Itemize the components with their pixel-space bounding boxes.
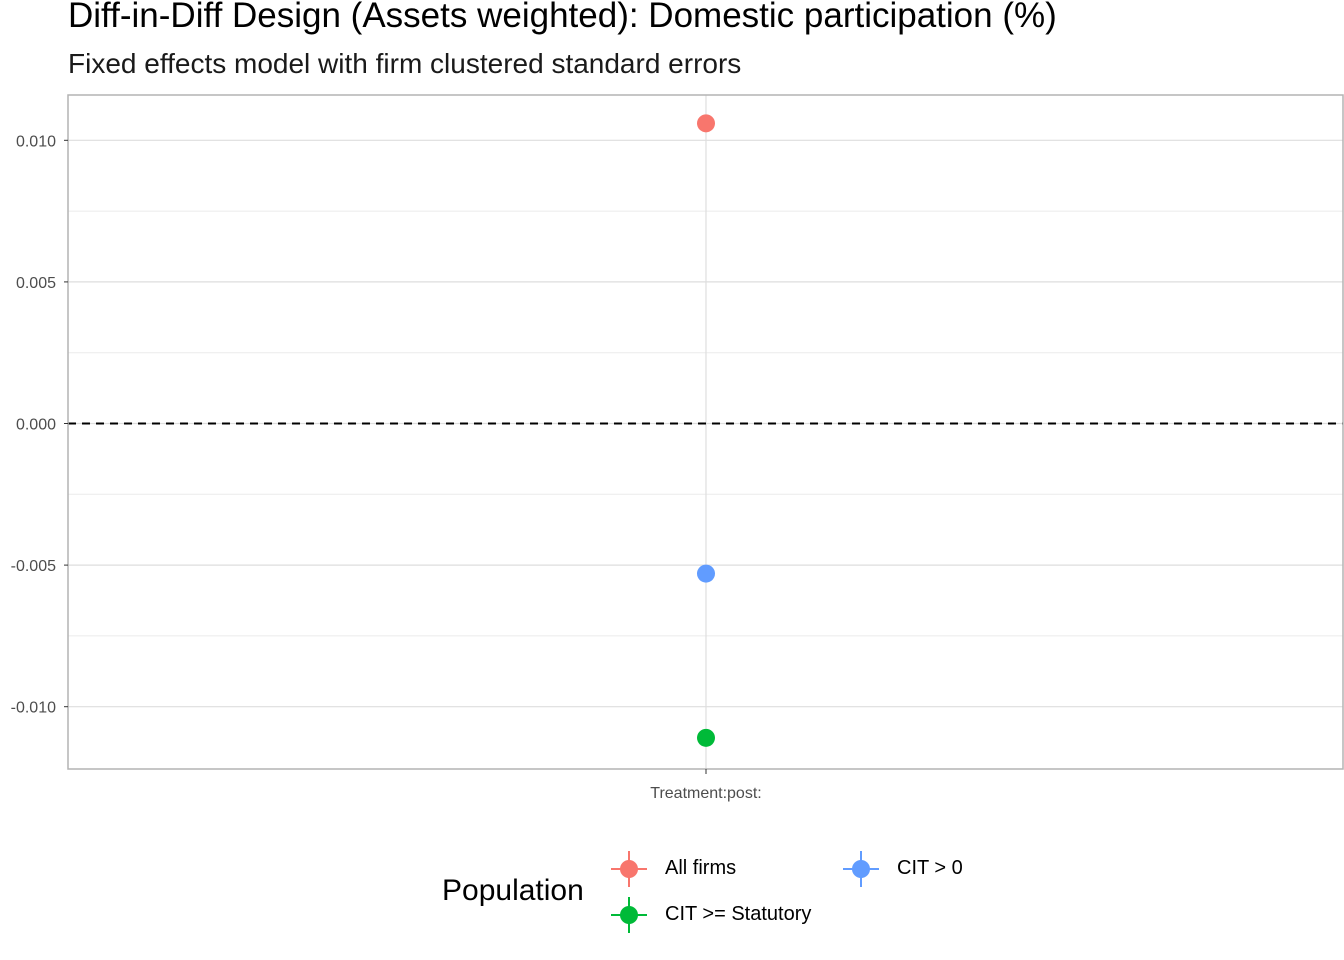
legend-key-all-firms-point	[620, 860, 638, 878]
legend-key-cit-positive	[843, 851, 879, 887]
y-tick-label: 0.010	[16, 133, 56, 150]
legend-key-cit-positive-point	[852, 860, 870, 878]
legend-key-all-firms	[611, 851, 647, 887]
y-tick-label: -0.010	[11, 700, 56, 717]
y-tick-label: 0.000	[16, 417, 56, 434]
data-point-2	[697, 728, 715, 747]
legend-key-cit-statutory-point	[620, 906, 638, 924]
legend-label-cit-positive: CIT > 0	[897, 857, 963, 879]
y-tick-label: -0.005	[11, 558, 56, 575]
plot-area: 0.010 0.005 0.000 -0.005 -0.010 Treatment:pos…	[11, 94, 1344, 802]
legend-key-cit-statutory	[611, 897, 647, 933]
y-tick-label: 0.005	[16, 275, 56, 292]
x-tick-label: Treatment:post:	[650, 785, 761, 802]
legend-label-all-firms: All firms	[665, 857, 737, 879]
chart-title: Diff-in-Diff Design (Assets weighted): D…	[68, 0, 1057, 35]
data-point-0	[697, 114, 715, 133]
legend-label-cit-statutory: CIT >= Statutory	[665, 903, 812, 925]
data-point-1	[697, 564, 715, 583]
chart-subtitle: Fixed effects model with firm clustered …	[68, 48, 742, 79]
legend-title: Population	[442, 874, 584, 907]
